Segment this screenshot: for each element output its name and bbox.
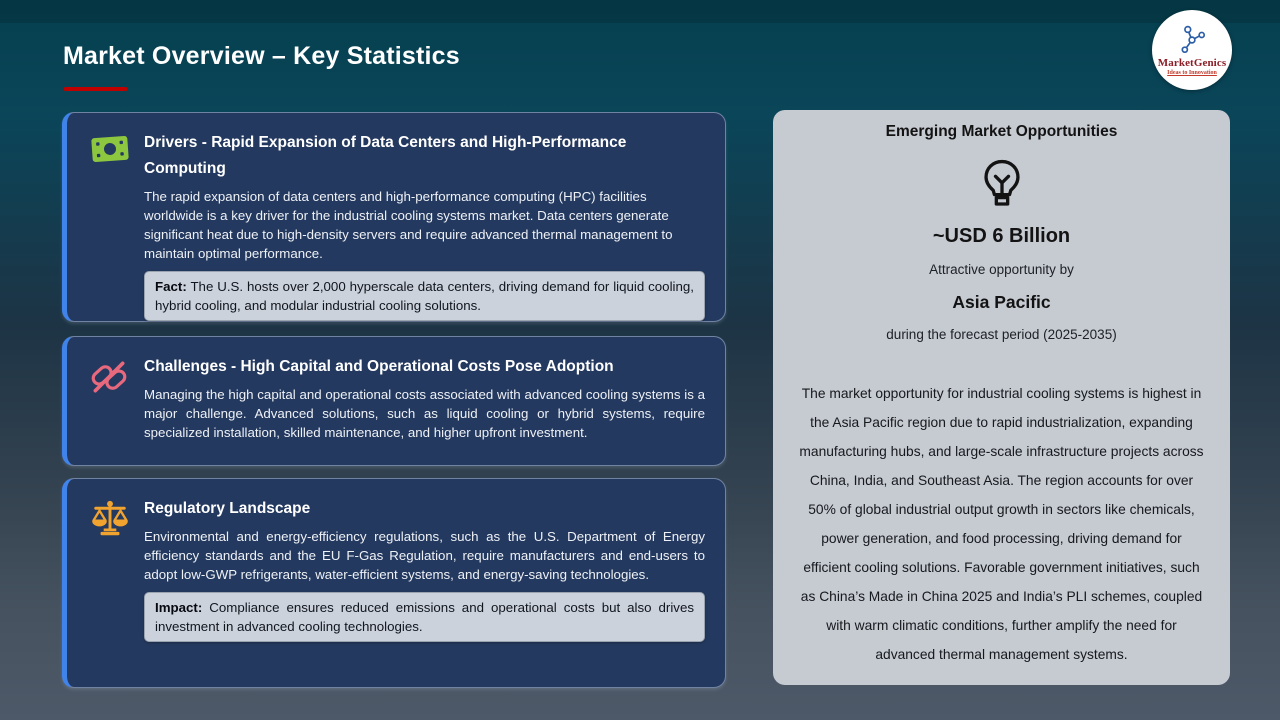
card-drivers-content: Drivers - Rapid Expansion of Data Center… bbox=[144, 130, 705, 321]
opportunity-description: The market opportunity for industrial co… bbox=[799, 386, 1204, 662]
fact-text: The U.S. hosts over 2,000 hyperscale dat… bbox=[155, 279, 694, 313]
card-challenges-body: Managing the high capital and operationa… bbox=[144, 387, 705, 440]
top-strip bbox=[0, 0, 1280, 23]
card-challenges-content: Challenges - High Capital and Operationa… bbox=[144, 354, 705, 442]
company-logo: MarketGenics Ideas to Innovation bbox=[1152, 10, 1232, 90]
title-underline bbox=[64, 87, 127, 91]
impact-text: Compliance ensures reduced emissions and… bbox=[155, 600, 694, 634]
card-drivers: Drivers - Rapid Expansion of Data Center… bbox=[62, 112, 726, 322]
card-regulatory: Regulatory Landscape Environmental and e… bbox=[62, 478, 726, 688]
lightbulb-icon bbox=[793, 158, 1210, 210]
card-drivers-body: The rapid expansion of data centers and … bbox=[144, 189, 673, 261]
logo-name: MarketGenics bbox=[1157, 56, 1227, 69]
money-banknote-icon bbox=[89, 133, 131, 165]
page-title: Market Overview – Key Statistics bbox=[63, 42, 460, 70]
opportunity-value: ~USD 6 Billion bbox=[932, 225, 1071, 247]
card-regulatory-title: Regulatory Landscape bbox=[144, 500, 311, 517]
fact-label: Fact: bbox=[155, 279, 187, 294]
impact-label: Impact: bbox=[155, 600, 203, 615]
molecule-icon bbox=[1181, 25, 1206, 53]
card-challenges: Challenges - High Capital and Operationa… bbox=[62, 336, 726, 466]
balance-scales-icon bbox=[89, 499, 131, 537]
broken-link-icon bbox=[89, 357, 131, 397]
logo-tagline: Ideas to Innovation bbox=[1167, 69, 1217, 76]
fact-callout: Fact: The U.S. hosts over 2,000 hypersca… bbox=[144, 271, 705, 321]
card-regulatory-body: Environmental and energy-efficiency regu… bbox=[144, 529, 705, 582]
opportunity-subtitle: Attractive opportunity by bbox=[929, 262, 1074, 277]
card-drivers-title: Drivers - Rapid Expansion of Data Center… bbox=[144, 134, 627, 177]
opportunity-title: Emerging Market Opportunities bbox=[885, 123, 1118, 140]
card-regulatory-content: Regulatory Landscape Environmental and e… bbox=[144, 496, 705, 642]
opportunity-region: Asia Pacific bbox=[952, 292, 1051, 312]
opportunity-period: during the forecast period (2025-2035) bbox=[886, 327, 1117, 342]
card-challenges-title: Challenges - High Capital and Operationa… bbox=[144, 358, 614, 375]
opportunity-panel: Emerging Market Opportunities ~USD 6 Bil… bbox=[773, 110, 1230, 685]
impact-callout: Impact: Compliance ensures reduced emiss… bbox=[144, 592, 705, 642]
